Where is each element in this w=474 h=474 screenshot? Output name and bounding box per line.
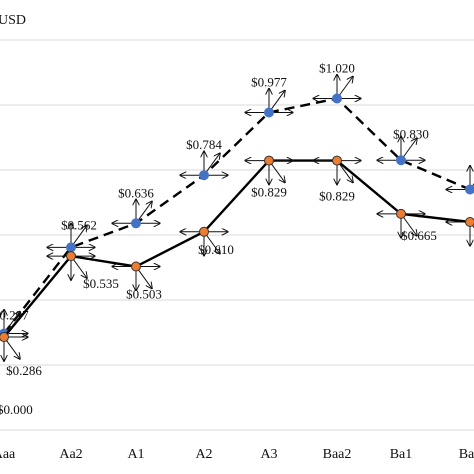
data-point xyxy=(465,217,474,227)
data-point xyxy=(66,242,76,253)
data-point xyxy=(131,261,141,272)
data-point xyxy=(264,155,274,166)
x-tick-label: A1 xyxy=(127,447,144,462)
x-axis-ticks: Aaa Aa2 A1 A2 A3 Baa2 Ba1 Ba2 xyxy=(0,447,474,462)
data-label: $0.784 xyxy=(186,137,222,152)
data-label: 0.297 xyxy=(0,307,29,322)
data-label: $0.829 xyxy=(251,185,287,200)
series-line xyxy=(3,159,471,338)
data-label: $0.503 xyxy=(126,287,162,302)
x-tick-label: Baa2 xyxy=(323,447,352,462)
data-point xyxy=(131,218,141,229)
data-label: $0.610 xyxy=(198,242,234,257)
data-point xyxy=(199,170,209,181)
data-label: $0.636 xyxy=(118,185,154,200)
data-point xyxy=(66,251,76,262)
data-point xyxy=(332,155,342,166)
x-tick-label: Aa2 xyxy=(59,447,82,462)
data-point xyxy=(199,226,209,237)
data-label: $0.535 xyxy=(83,276,119,291)
data-point xyxy=(465,184,474,195)
series-line xyxy=(3,97,471,335)
data-point xyxy=(332,93,342,104)
x-tick-label: A3 xyxy=(260,447,277,462)
data-label: $0.830 xyxy=(393,126,429,141)
data-label: $0.829 xyxy=(319,189,355,204)
data-label: $0.562 xyxy=(61,217,97,232)
y-axis-zero-label: $0.000 xyxy=(0,402,33,417)
x-tick-label: A2 xyxy=(195,447,212,462)
data-point xyxy=(396,155,406,166)
data-label: $1.020 xyxy=(319,61,355,76)
gridlines xyxy=(0,39,474,431)
x-tick-label: Ba2 xyxy=(459,447,474,462)
data-label: $0.286 xyxy=(6,363,42,378)
series-group: 0.297 $0.562 $0.636 $0.784 $0.977 $1.020 $0.83… xyxy=(0,61,474,378)
data-label: $0.977 xyxy=(251,74,287,89)
data-point xyxy=(264,107,274,118)
data-label: $0.665 xyxy=(401,228,437,243)
y-axis-label: USD xyxy=(0,13,26,28)
x-tick-label: Ba1 xyxy=(390,447,413,462)
data-point xyxy=(0,332,9,343)
x-tick-label: Aaa xyxy=(0,447,16,462)
data-point xyxy=(396,208,406,219)
